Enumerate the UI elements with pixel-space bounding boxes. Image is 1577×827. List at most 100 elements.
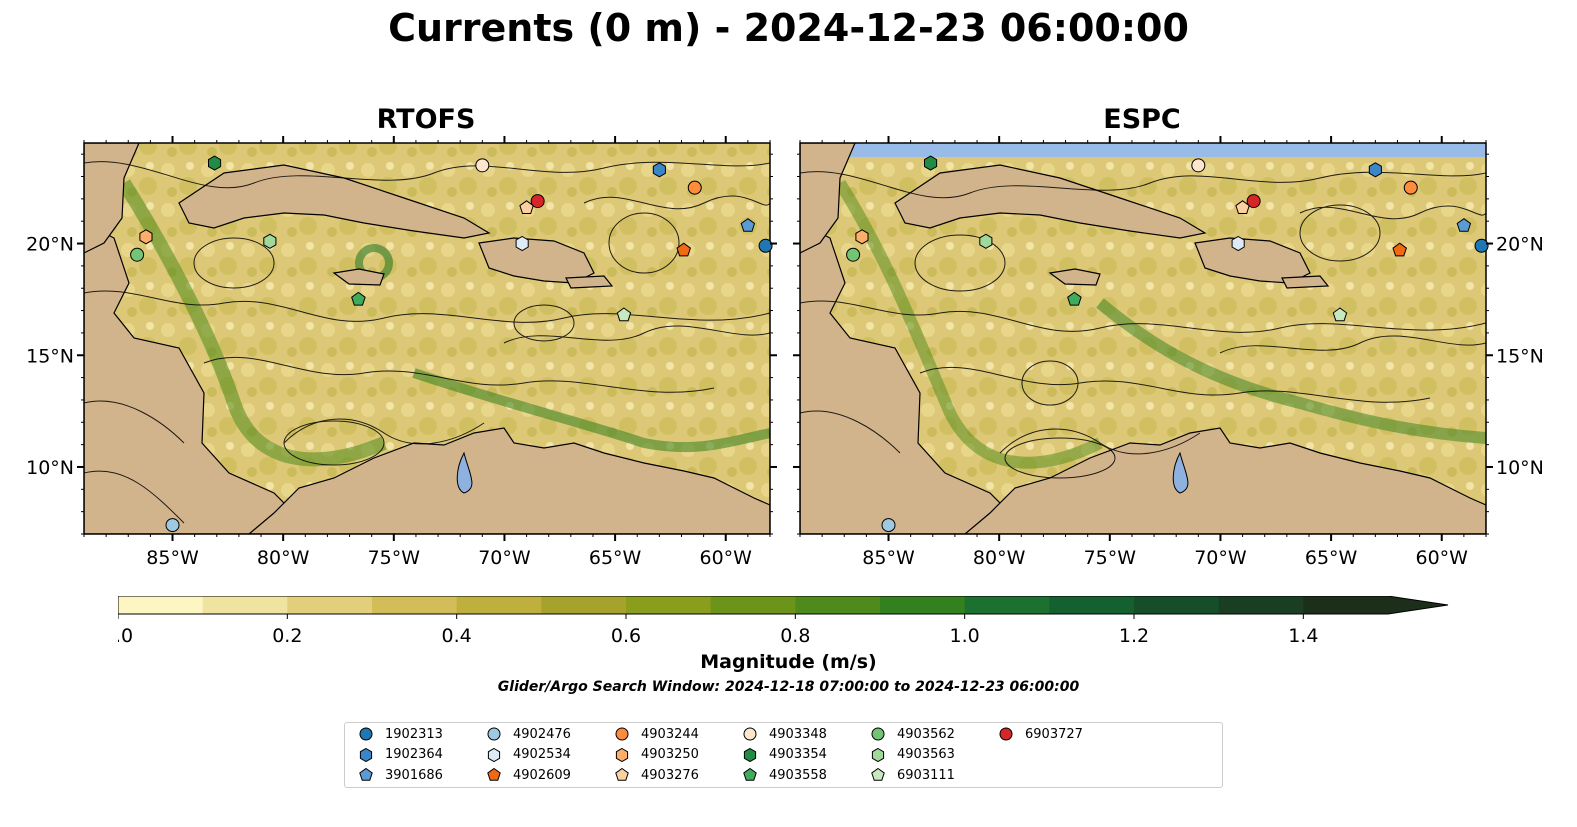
colorbar-segment xyxy=(1303,596,1389,614)
legend-marker-icon xyxy=(359,747,373,762)
tick-label: 10°N xyxy=(1496,457,1544,479)
tick-label: 75°W xyxy=(368,547,421,569)
legend-marker-icon xyxy=(487,727,501,741)
legend-item: 4902534 xyxy=(485,746,571,764)
legend-marker-icon xyxy=(743,767,757,781)
legend-marker-icon xyxy=(359,767,373,781)
map-panels: 85°W 80°W 75°W 70°W 65°W 60°W 10°N 15°N 20°N 85°W… xyxy=(26,136,1544,569)
legend-marker-icon xyxy=(743,747,757,762)
tick-label: 75°W xyxy=(1084,547,1137,569)
colorbar-segment xyxy=(626,596,712,614)
float-marker-1902313 xyxy=(758,238,773,253)
colorbar-segment xyxy=(795,596,881,614)
legend-item: 4903354 xyxy=(741,746,827,764)
legend-label: 3901686 xyxy=(385,767,443,783)
legend-label: 4902534 xyxy=(513,747,571,762)
tick-label: 60°W xyxy=(1416,547,1469,569)
colorbar-outline xyxy=(117,595,1449,615)
colorbar-tick-label: 1.4 xyxy=(1288,625,1318,644)
colorbar-segment xyxy=(372,596,458,614)
colorbar-tick-label: 0.6 xyxy=(611,625,641,644)
float-marker-6903111 xyxy=(1332,307,1348,322)
float-marker-4903563 xyxy=(263,233,277,249)
colorbar-segment xyxy=(710,596,796,614)
legend-label: 4903348 xyxy=(769,726,827,742)
legend-label: 4903354 xyxy=(769,747,827,762)
tick-label: 10°N xyxy=(26,457,74,479)
legend-marker-icon xyxy=(871,727,885,741)
legend-marker-icon xyxy=(615,727,629,741)
colorbar-tick-label: 1.0 xyxy=(950,625,980,644)
legend-item: 4902609 xyxy=(485,766,571,784)
colorbar-tick-label: 1.2 xyxy=(1119,625,1149,644)
legend-item: 6903727 xyxy=(997,725,1083,743)
colorbar-tick-label: 0.4 xyxy=(442,625,472,644)
axis-ticks: 85°W 80°W 75°W 70°W 65°W 60°W 10°N 15°N 20°N 85°W… xyxy=(26,136,1544,569)
legend-label: 4902609 xyxy=(513,767,571,783)
legend-item: 3901686 xyxy=(357,766,443,784)
legend-label: 4903558 xyxy=(769,767,827,783)
legend-marker-icon xyxy=(487,747,501,762)
float-marker-6903727 xyxy=(530,194,545,209)
tick-label: 85°W xyxy=(862,547,915,569)
float-marker-4903348 xyxy=(475,158,490,173)
panel-title-espc: ESPC xyxy=(1103,104,1181,135)
float-marker-4902476 xyxy=(881,518,896,533)
float-marker-4902609 xyxy=(1392,242,1407,257)
tick-label: 85°W xyxy=(146,547,199,569)
colorbar-tick-label: 0.8 xyxy=(780,625,810,644)
legend-item: 4903276 xyxy=(613,766,699,784)
legend-label: 4903250 xyxy=(641,747,699,762)
legend-label: 6903111 xyxy=(897,767,955,783)
legend-marker-icon xyxy=(615,747,629,762)
float-marker-4903562 xyxy=(130,247,145,262)
float-marker-1902364 xyxy=(652,162,666,178)
legend-label: 6903727 xyxy=(1025,726,1083,742)
espc-map xyxy=(800,143,1486,534)
tick-label: 65°W xyxy=(589,547,642,569)
colorbar-segment xyxy=(1049,596,1135,614)
float-marker-4903244 xyxy=(1403,180,1418,195)
legend-label: 4903563 xyxy=(897,747,955,762)
rtofs-map xyxy=(84,143,770,534)
float-marker-3901686 xyxy=(740,218,756,232)
panel-title-rtofs: RTOFS xyxy=(376,104,476,135)
float-marker-4903558 xyxy=(351,291,366,306)
legend-marker-icon xyxy=(359,727,373,741)
float-marker-1902364 xyxy=(1368,162,1382,178)
search-window-caption: Glider/Argo Search Window: 2024-12-18 07… xyxy=(497,679,1080,695)
float-marker-3901686 xyxy=(1456,218,1472,232)
float-marker-4902534 xyxy=(1231,235,1245,252)
legend-marker-icon xyxy=(615,767,629,781)
legend-marker-icon xyxy=(871,747,885,762)
float-marker-4903562 xyxy=(846,247,861,262)
legend-marker-icon xyxy=(487,767,501,781)
legend-item: 4903250 xyxy=(613,746,699,764)
float-marker-6903111 xyxy=(616,307,632,322)
colorbar-segment xyxy=(1134,596,1220,614)
legend-marker-icon xyxy=(743,727,757,741)
float-legend: 1902313 1902364 3901686 4902476 4902534 49026… xyxy=(344,722,1223,788)
tick-label: 80°W xyxy=(257,547,310,569)
tick-label: 80°W xyxy=(973,547,1026,569)
float-marker-4903354 xyxy=(208,155,222,171)
colorbar-segment xyxy=(880,596,966,614)
float-marker-4903354 xyxy=(924,155,938,171)
float-marker-6903727 xyxy=(1246,194,1261,209)
legend-label: 1902364 xyxy=(385,747,443,762)
colorbar-segment xyxy=(1218,596,1304,614)
legend-item: 1902313 xyxy=(357,725,443,743)
colorbar-segment xyxy=(541,596,627,614)
float-markers xyxy=(130,155,1489,533)
float-marker-4903563 xyxy=(979,233,993,249)
legend-label: 4903562 xyxy=(897,726,955,742)
legend-item: 1902364 xyxy=(357,746,443,764)
legend-label: 1902313 xyxy=(385,726,443,742)
figure-title: Currents (0 m) - 2024-12-23 06:00:00 xyxy=(388,6,1189,50)
legend-label: 4902476 xyxy=(513,726,571,742)
float-marker-1902313 xyxy=(1474,238,1489,253)
tick-label: 65°W xyxy=(1305,547,1358,569)
float-marker-4902609 xyxy=(676,242,691,257)
colorbar-segment xyxy=(287,596,373,614)
colorbar: 0.0 0.2 0.4 0.6 0.8 1.0 1.2 1.4 xyxy=(103,595,1458,648)
